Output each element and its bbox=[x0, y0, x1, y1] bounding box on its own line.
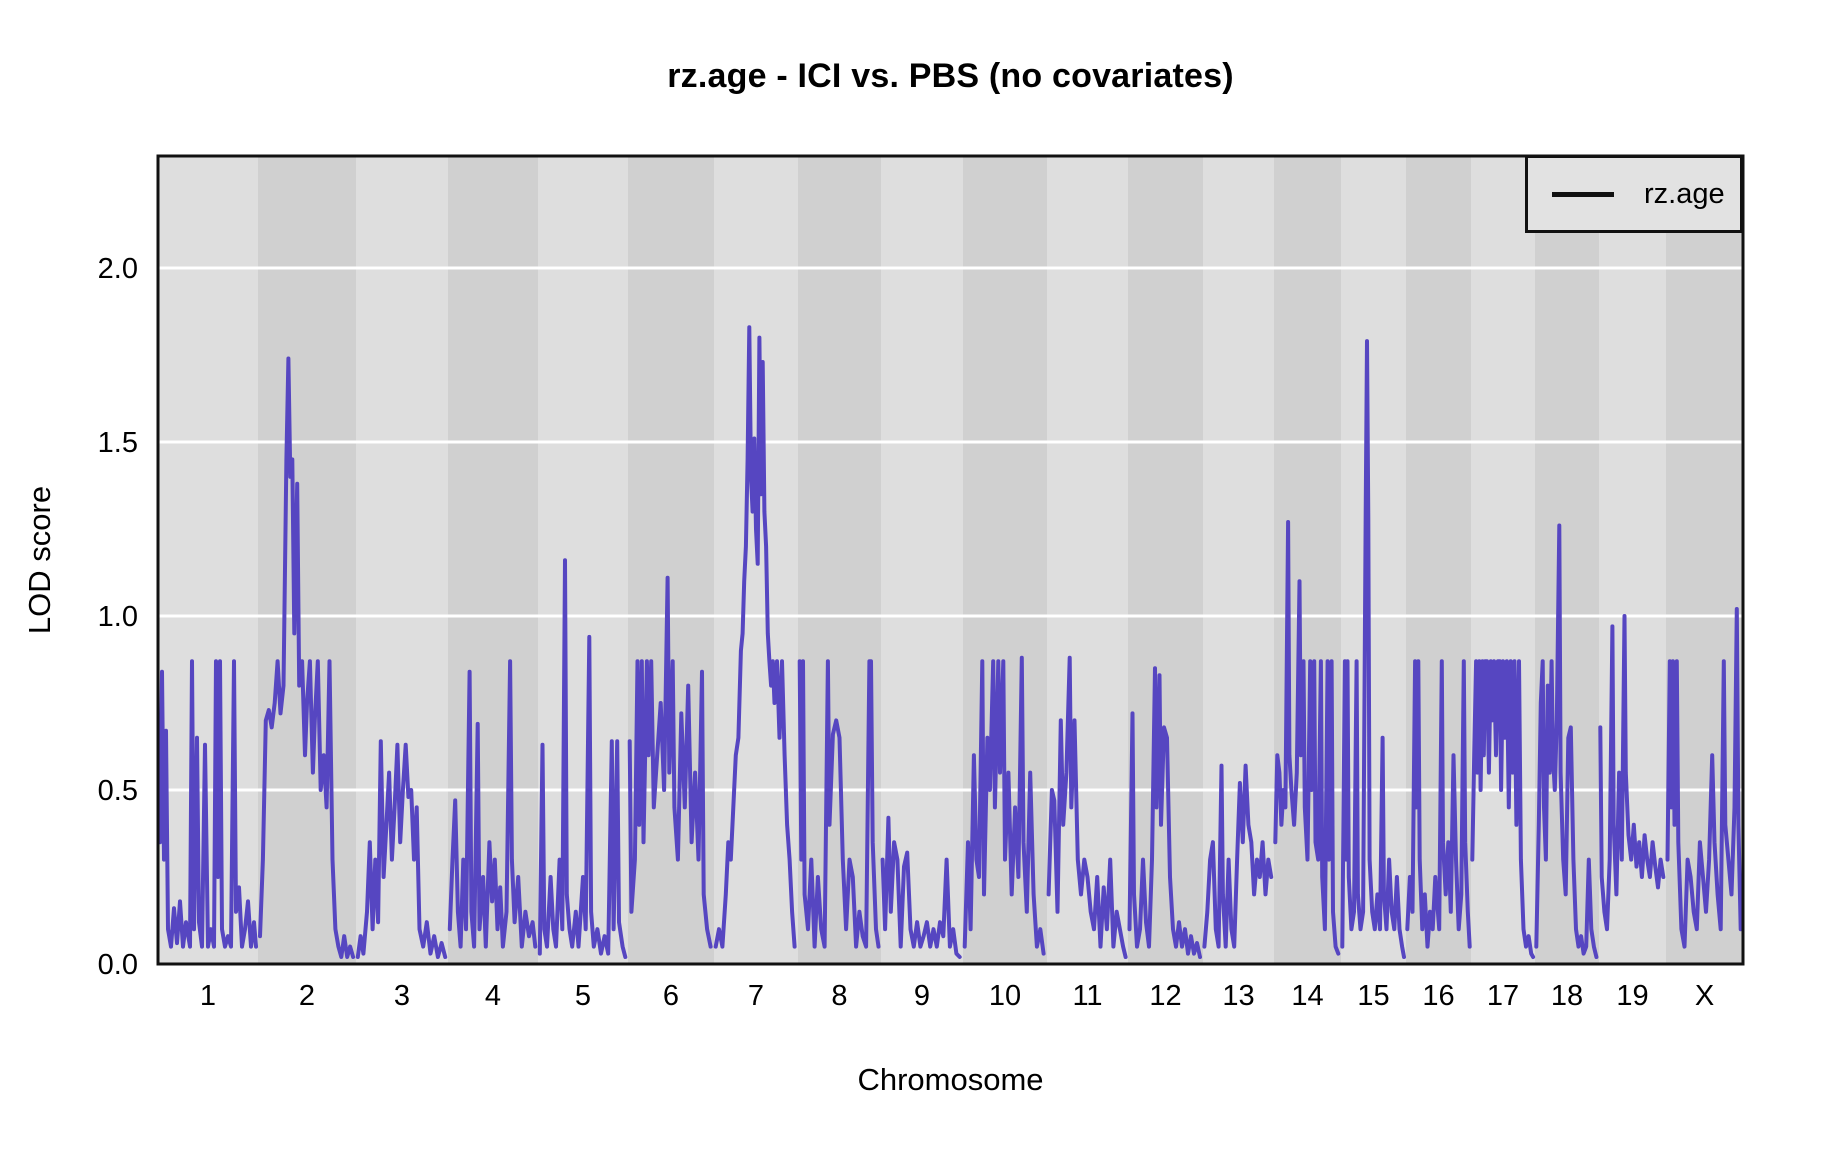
legend-line-sample bbox=[1552, 191, 1614, 197]
legend-series-label: rz.age bbox=[1644, 177, 1725, 210]
chromosome-band-17 bbox=[1471, 156, 1535, 964]
lod-trace-chr-4 bbox=[447, 659, 538, 949]
lod-trace-chr-X bbox=[1665, 607, 1743, 949]
lod-trace-chr-12 bbox=[1127, 666, 1202, 959]
lod-trace-chr-3 bbox=[355, 739, 448, 959]
y-tick-label-1.5: 1.5 bbox=[98, 427, 138, 459]
x-tick-label-4: 4 bbox=[485, 980, 501, 1012]
chart-title: rz.age - ICI vs. PBS (no covariates) bbox=[667, 57, 1234, 95]
x-tick-label-13: 13 bbox=[1222, 980, 1254, 1012]
x-tick-label-19: 19 bbox=[1616, 980, 1648, 1012]
x-axis-title: Chromosome bbox=[857, 1062, 1044, 1097]
x-tick-label-9: 9 bbox=[914, 980, 930, 1012]
lod-trace-chr-9 bbox=[880, 815, 962, 959]
x-tick-label-12: 12 bbox=[1149, 980, 1181, 1012]
lod-trace-chr-11 bbox=[1046, 655, 1128, 959]
lod-trace-chr-1 bbox=[158, 659, 258, 949]
lod-trace-chr-10 bbox=[962, 655, 1046, 956]
x-tick-label-2: 2 bbox=[299, 980, 315, 1012]
x-tick-label-10: 10 bbox=[989, 980, 1021, 1012]
lod-trace-chr-15 bbox=[1340, 339, 1406, 959]
chromosome-bands bbox=[158, 156, 1743, 964]
lod-trace-chr-18 bbox=[1534, 523, 1599, 959]
axes: 1 2 3 4 5 6 7 8 9 10 11 12 13 14 15 16 17 18 19 X2.01.51.00… bbox=[98, 154, 1745, 1012]
lod-trace-chr-17 bbox=[1470, 659, 1536, 959]
y-tick-label-1.0: 1.0 bbox=[98, 601, 138, 633]
lod-trace-chr-7 bbox=[713, 325, 797, 949]
legend: rz.age bbox=[1525, 155, 1743, 233]
lod-series bbox=[158, 325, 1743, 959]
lod-trace-chr-6 bbox=[627, 575, 713, 949]
x-tick-label-14: 14 bbox=[1291, 980, 1323, 1012]
lod-trace-chr-13 bbox=[1202, 763, 1274, 949]
chromosome-band-6 bbox=[628, 156, 714, 964]
x-tick-label-X: X bbox=[1695, 980, 1714, 1012]
x-tick-label-16: 16 bbox=[1422, 980, 1454, 1012]
x-tick-label-15: 15 bbox=[1357, 980, 1389, 1012]
lod-trace-chr-8 bbox=[797, 659, 881, 949]
plot-border bbox=[156, 154, 1745, 966]
x-tick-label-8: 8 bbox=[831, 980, 847, 1012]
lod-trace-chr-2 bbox=[258, 356, 356, 959]
x-tick-label-18: 18 bbox=[1551, 980, 1583, 1012]
chromosome-band-15 bbox=[1341, 156, 1406, 964]
x-tick-label-6: 6 bbox=[663, 980, 679, 1012]
y-tick-label-0.0: 0.0 bbox=[98, 949, 138, 981]
x-tick-label-7: 7 bbox=[748, 980, 764, 1012]
lod-trace-chr-5 bbox=[537, 558, 628, 959]
lod-trace-chr-16 bbox=[1405, 659, 1472, 949]
x-tick-label-1: 1 bbox=[200, 980, 216, 1012]
y-tick-label-0.5: 0.5 bbox=[98, 775, 138, 807]
x-tick-label-11: 11 bbox=[1072, 980, 1102, 1012]
chromosome-band-9 bbox=[881, 156, 963, 964]
chromosome-band-12 bbox=[1128, 156, 1203, 964]
lod-trace-chr-19 bbox=[1598, 614, 1666, 932]
lod-trace-chr-14 bbox=[1273, 520, 1341, 956]
x-tick-label-3: 3 bbox=[394, 980, 410, 1012]
y-tick-label-2.0: 2.0 bbox=[98, 253, 138, 285]
x-tick-label-17: 17 bbox=[1487, 980, 1519, 1012]
x-tick-label-5: 5 bbox=[575, 980, 591, 1012]
chromosome-band-4 bbox=[448, 156, 538, 964]
chromosome-band-2 bbox=[258, 156, 356, 964]
